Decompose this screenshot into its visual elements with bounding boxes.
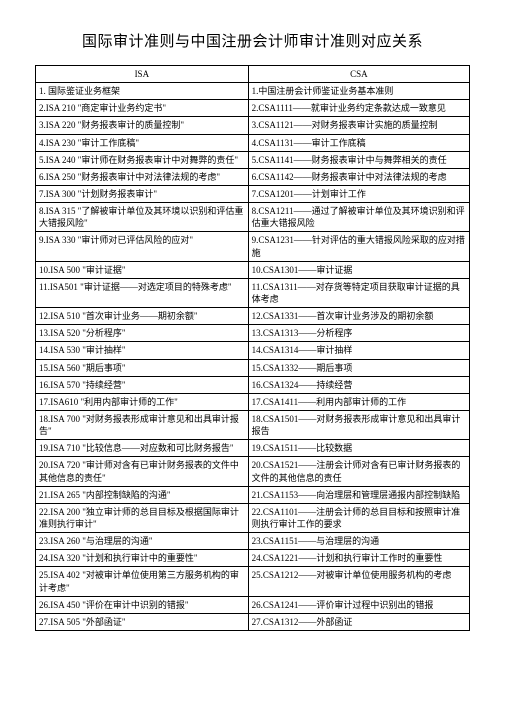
table-row: 2.ISA 210 "商定审计业务约定书"2.CSA1111——就审计业务约定条…: [36, 100, 470, 117]
cell-isa: 10.ISA 500 "审计证据": [36, 261, 249, 278]
mapping-table: ISA CSA 1. 国际鉴证业务框架1.中国注册会计师鉴证业务基本准则2.IS…: [35, 65, 470, 631]
table-row: 26.ISA 450 "评价在审计中识别的错报"26.CSA1241——评价审计…: [36, 596, 470, 613]
table-row: 25.ISA 402 "对被审计单位使用第三方服务机构的审计考虑"25.CSA1…: [36, 567, 470, 596]
table-row: 21.ISA 265 "内部控制缺陷的沟通"21.CSA1153——向治理层和管…: [36, 486, 470, 503]
table-row: 9.ISA 330 "审计师对已评估风险的应对"9.CSA1231——针对评估的…: [36, 232, 470, 261]
cell-csa: 9.CSA1231——针对评估的重大错报风险采取的应对措施: [248, 232, 469, 261]
header-isa: ISA: [36, 66, 249, 83]
cell-csa: 13.CSA1313——分析程序: [248, 325, 469, 342]
cell-isa: 8.ISA 315 "了解被审计单位及其环境以识别和评估重大错报风险": [36, 203, 249, 232]
table-row: 1. 国际鉴证业务框架1.中国注册会计师鉴证业务基本准则: [36, 83, 470, 100]
table-row: 15.ISA 560 "期后事项"15.CSA1332——期后事项: [36, 359, 470, 376]
cell-csa: 2.CSA1111——就审计业务约定条款达成一致意见: [248, 100, 469, 117]
cell-csa: 5.CSA1141——财务报表审计中与舞弊相关的责任: [248, 151, 469, 168]
cell-isa: 18.ISA 700 "对财务报表形成审计意见和出具审计报告": [36, 410, 249, 439]
cell-csa: 1.中国注册会计师鉴证业务基本准则: [248, 83, 469, 100]
table-row: 24.ISA 320 "计划和执行审计中的重要性"24.CSA1221——计划和…: [36, 550, 470, 567]
header-csa: CSA: [248, 66, 469, 83]
cell-isa: 11.ISA501 "审计证据——对选定项目的特殊考虑": [36, 278, 249, 307]
table-row: 16.ISA 570 "持续经营"16.CSA1324——持续经营: [36, 376, 470, 393]
table-row: 27.ISA 505 "外部函证"27.CSA1312——外部函证: [36, 613, 470, 630]
cell-csa: 22.CSA1101——注册会计师的总目目标和按照审计准则执行审计工作的要求: [248, 503, 469, 532]
table-row: 13.ISA 520 "分析程序"13.CSA1313——分析程序: [36, 325, 470, 342]
cell-csa: 3.CSA1121——对财务报表审计实施的质量控制: [248, 117, 469, 134]
table-row: 7.ISA 300 "计划财务报表审计"7.CSA1201——计划审计工作: [36, 185, 470, 202]
cell-csa: 16.CSA1324——持续经营: [248, 376, 469, 393]
cell-csa: 4.CSA1131——审计工作底稿: [248, 134, 469, 151]
cell-csa: 12.CSA1331——首次审计业务涉及的期初余额: [248, 308, 469, 325]
cell-isa: 13.ISA 520 "分析程序": [36, 325, 249, 342]
cell-csa: 25.CSA1212——对被审计单位使用服务机构的考虑: [248, 567, 469, 596]
cell-isa: 4.ISA 230 "审计工作底稿": [36, 134, 249, 151]
cell-csa: 17.CSA1411——利用内部审计师的工作: [248, 393, 469, 410]
cell-csa: 7.CSA1201——计划审计工作: [248, 185, 469, 202]
table-row: 12.ISA 510 "首次审计业务——期初余额"12.CSA1331——首次审…: [36, 308, 470, 325]
cell-isa: 21.ISA 265 "内部控制缺陷的沟通": [36, 486, 249, 503]
cell-isa: 26.ISA 450 "评价在审计中识别的错报": [36, 596, 249, 613]
cell-isa: 1. 国际鉴证业务框架: [36, 83, 249, 100]
cell-isa: 2.ISA 210 "商定审计业务约定书": [36, 100, 249, 117]
table-row: 18.ISA 700 "对财务报表形成审计意见和出具审计报告"18.CSA150…: [36, 410, 470, 439]
cell-csa: 10.CSA1301——审计证据: [248, 261, 469, 278]
cell-isa: 19.ISA 710 "比较信息——对应数和可比财务报告": [36, 440, 249, 457]
cell-csa: 23.CSA1151——与治理层的沟通: [248, 533, 469, 550]
table-row: 3.ISA 220 "财务报表审计的质量控制"3.CSA1121——对财务报表审…: [36, 117, 470, 134]
cell-isa: 15.ISA 560 "期后事项": [36, 359, 249, 376]
table-row: 14.ISA 530 "审计抽样"14.CSA1314——审计抽样: [36, 342, 470, 359]
cell-csa: 26.CSA1241——评价审计过程中识别出的错报: [248, 596, 469, 613]
cell-csa: 19.CSA1511——比较数据: [248, 440, 469, 457]
table-header-row: ISA CSA: [36, 66, 470, 83]
table-row: 6.ISA 250 "财务报表审计中对法律法规的考虑"6.CSA1142——财务…: [36, 168, 470, 185]
cell-csa: 14.CSA1314——审计抽样: [248, 342, 469, 359]
table-row: 23.ISA 260 "与治理层的沟通"23.CSA1151——与治理层的沟通: [36, 533, 470, 550]
table-row: 20.ISA 720 "审计师对含有已审计财务报表的文件中其他信息的责任"20.…: [36, 457, 470, 486]
cell-isa: 16.ISA 570 "持续经营": [36, 376, 249, 393]
cell-isa: 20.ISA 720 "审计师对含有已审计财务报表的文件中其他信息的责任": [36, 457, 249, 486]
cell-isa: 23.ISA 260 "与治理层的沟通": [36, 533, 249, 550]
cell-isa: 17.ISA610 "利用内部审计师的工作": [36, 393, 249, 410]
cell-csa: 18.CSA1501——对财务报表形成审计意见和出具审计报告: [248, 410, 469, 439]
cell-isa: 14.ISA 530 "审计抽样": [36, 342, 249, 359]
cell-isa: 9.ISA 330 "审计师对已评估风险的应对": [36, 232, 249, 261]
page-title: 国际审计准则与中国注册会计师审计准则对应关系: [35, 30, 470, 51]
cell-isa: 25.ISA 402 "对被审计单位使用第三方服务机构的审计考虑": [36, 567, 249, 596]
cell-isa: 22.ISA 200 "独立审计师的总目目标及根据国际审计准则执行审计": [36, 503, 249, 532]
cell-csa: 20.CSA1521——注册会计师对含有已审计财务报表的文件的其他信息的责任: [248, 457, 469, 486]
table-row: 11.ISA501 "审计证据——对选定项目的特殊考虑"11.CSA1311——…: [36, 278, 470, 307]
cell-csa: 24.CSA1221——计划和执行审计工作时的重要性: [248, 550, 469, 567]
cell-csa: 11.CSA1311——对存货等特定项目获取审计证据的具体考虑: [248, 278, 469, 307]
cell-isa: 12.ISA 510 "首次审计业务——期初余额": [36, 308, 249, 325]
table-row: 17.ISA610 "利用内部审计师的工作"17.CSA1411——利用内部审计…: [36, 393, 470, 410]
cell-csa: 8.CSA1211——通过了解被审计单位及其环境识别和评估重大错报风险: [248, 203, 469, 232]
cell-csa: 21.CSA1153——向治理层和管理层通报内部控制缺陷: [248, 486, 469, 503]
cell-isa: 5.ISA 240 "审计师在财务报表审计中对舞弊的责任": [36, 151, 249, 168]
cell-csa: 6.CSA1142——财务报表审计中对法律法规的考虑: [248, 168, 469, 185]
cell-isa: 7.ISA 300 "计划财务报表审计": [36, 185, 249, 202]
table-row: 10.ISA 500 "审计证据"10.CSA1301——审计证据: [36, 261, 470, 278]
cell-isa: 24.ISA 320 "计划和执行审计中的重要性": [36, 550, 249, 567]
cell-csa: 15.CSA1332——期后事项: [248, 359, 469, 376]
table-row: 8.ISA 315 "了解被审计单位及其环境以识别和评估重大错报风险"8.CSA…: [36, 203, 470, 232]
table-row: 22.ISA 200 "独立审计师的总目目标及根据国际审计准则执行审计"22.C…: [36, 503, 470, 532]
cell-isa: 27.ISA 505 "外部函证": [36, 613, 249, 630]
cell-isa: 6.ISA 250 "财务报表审计中对法律法规的考虑": [36, 168, 249, 185]
table-row: 4.ISA 230 "审计工作底稿"4.CSA1131——审计工作底稿: [36, 134, 470, 151]
table-row: 19.ISA 710 "比较信息——对应数和可比财务报告"19.CSA1511—…: [36, 440, 470, 457]
table-row: 5.ISA 240 "审计师在财务报表审计中对舞弊的责任"5.CSA1141——…: [36, 151, 470, 168]
cell-csa: 27.CSA1312——外部函证: [248, 613, 469, 630]
cell-isa: 3.ISA 220 "财务报表审计的质量控制": [36, 117, 249, 134]
